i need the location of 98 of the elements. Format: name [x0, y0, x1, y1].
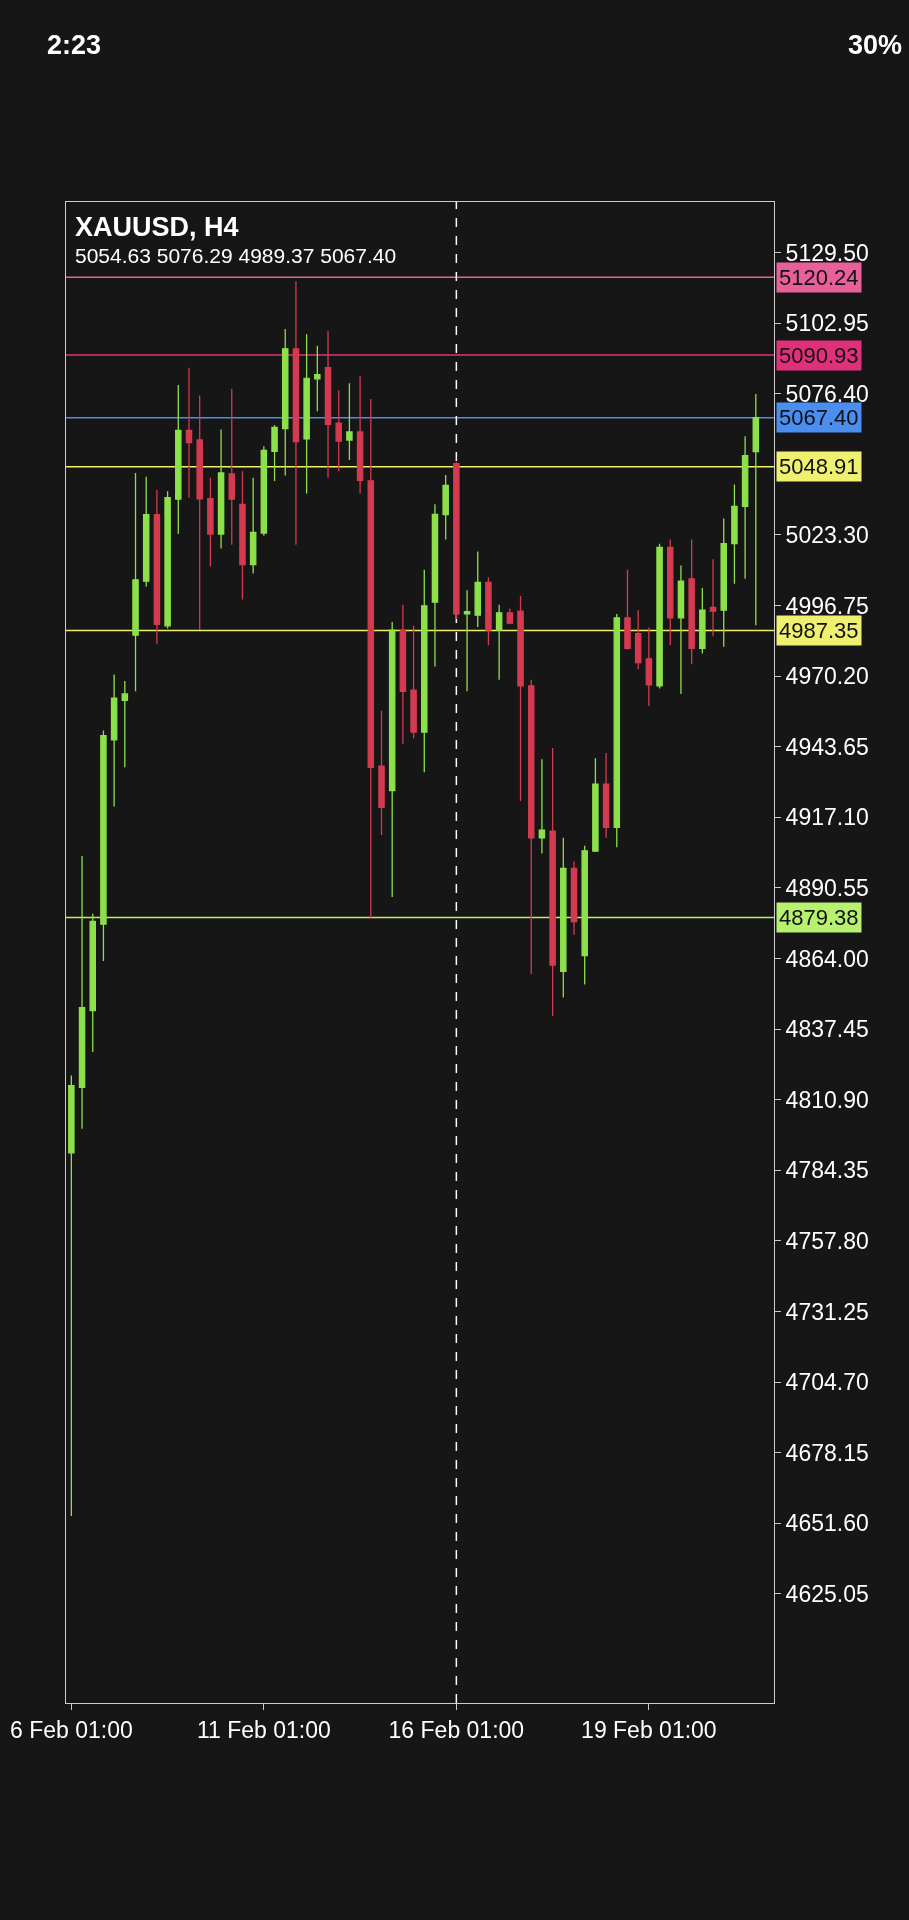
candlestick [335, 389, 342, 473]
candlestick [592, 757, 599, 853]
candlestick [527, 679, 535, 975]
candlestick [314, 345, 321, 412]
ref-line-label: 5120.24 [779, 265, 859, 290]
candlestick [442, 474, 449, 541]
candlestick [731, 483, 738, 585]
candlestick [560, 837, 567, 999]
candlestick [110, 673, 118, 808]
candlestick [453, 461, 460, 620]
ref-line-label: 4879.38 [779, 905, 859, 930]
y-tick-label: 5076.40 [785, 380, 869, 407]
candlestick [474, 550, 482, 628]
y-tick-label: 4757.80 [785, 1227, 869, 1254]
y-tick-label: 4678.15 [785, 1439, 869, 1466]
candlestick [741, 435, 749, 580]
x-tick-label: 6 Feb 01:00 [9, 1716, 133, 1743]
candlestick [68, 1074, 75, 1517]
text: 2:23 [47, 30, 102, 60]
y-tick-label: 4890.55 [785, 874, 869, 901]
candlestick [485, 576, 492, 646]
chart-title: XAUUSD, H4 [75, 212, 239, 242]
candlestick [549, 747, 556, 1017]
y-tick-label: 4704.70 [785, 1369, 869, 1396]
candlestick [346, 382, 353, 461]
candlestick [388, 621, 396, 898]
y-tick-label: 4996.75 [785, 592, 869, 619]
ref-line-label: 4987.35 [779, 618, 859, 643]
ref-line-label: 5048.91 [779, 454, 859, 479]
candlestick [624, 569, 631, 651]
candlestick [164, 490, 171, 630]
y-tick-label: 4917.10 [785, 804, 869, 831]
candlestick [303, 333, 310, 495]
candlestick [121, 680, 129, 768]
candlestick [709, 558, 717, 637]
candlestick [228, 388, 236, 546]
y-tick-label: 4943.65 [785, 733, 869, 760]
candlestick [185, 367, 193, 499]
candlestick [239, 470, 246, 601]
candlestick [421, 569, 428, 773]
y-tick-label: 5102.95 [785, 310, 869, 337]
candlestick [142, 476, 150, 588]
candlestick [634, 609, 642, 670]
candlestick [356, 374, 364, 495]
candlestick [613, 613, 621, 848]
candlestick [217, 428, 225, 550]
candlestick [645, 626, 653, 707]
ref-line-label: 5067.40 [779, 405, 859, 430]
candlestick [677, 564, 685, 695]
text: 5054.63 5076.29 4989.37 5067.40 [75, 244, 397, 267]
candlestick [260, 445, 268, 537]
candlestick [517, 595, 524, 802]
candlestick [688, 538, 695, 665]
x-tick-label: 19 Feb 01:00 [581, 1716, 717, 1743]
candlestick [271, 424, 278, 482]
candlestick [324, 330, 332, 479]
candlestick [196, 394, 203, 631]
candlestick [656, 543, 663, 690]
candlestick [281, 328, 289, 477]
candlestick [581, 845, 588, 986]
candlestick [89, 913, 97, 1053]
candlestick [720, 517, 727, 648]
candlestick [431, 503, 439, 668]
y-tick-label: 5023.30 [785, 521, 869, 548]
y-tick-label: 4864.00 [785, 945, 869, 972]
candlestick [699, 587, 706, 655]
y-tick-label: 5129.50 [785, 239, 869, 266]
x-tick-label: 11 Feb 01:00 [196, 1716, 331, 1743]
candlestick [602, 752, 610, 839]
candlestick [378, 710, 385, 836]
y-tick-label: 4837.45 [785, 1016, 869, 1043]
candlestick [410, 625, 417, 739]
y-tick-label: 4784.35 [785, 1157, 869, 1184]
candlestick [175, 384, 182, 535]
candlestick [367, 398, 375, 920]
ref-line-label: 5090.93 [779, 343, 859, 368]
candlestick [752, 393, 760, 626]
candlestick [538, 758, 546, 855]
candlestick [463, 589, 471, 692]
candlestick [78, 855, 86, 1130]
text: 30% [848, 30, 903, 60]
y-tick-label: 4625.05 [785, 1580, 869, 1607]
candlestick [506, 607, 514, 625]
candlestick [207, 477, 214, 568]
y-tick-label: 4731.25 [785, 1298, 869, 1325]
y-tick-label: 4810.90 [785, 1086, 869, 1113]
candlestick [570, 860, 578, 936]
candlestick [495, 604, 503, 681]
y-tick-label: 4651.60 [785, 1510, 869, 1537]
candlestick [132, 472, 139, 692]
candlestick [100, 729, 107, 962]
candlestick [292, 280, 300, 546]
candlestick [249, 477, 257, 575]
y-tick-label: 4970.20 [785, 663, 869, 690]
candlestick [399, 604, 407, 745]
candlestick [153, 489, 161, 645]
candlestick [666, 538, 674, 646]
x-tick-label: 16 Feb 01:00 [388, 1716, 525, 1743]
